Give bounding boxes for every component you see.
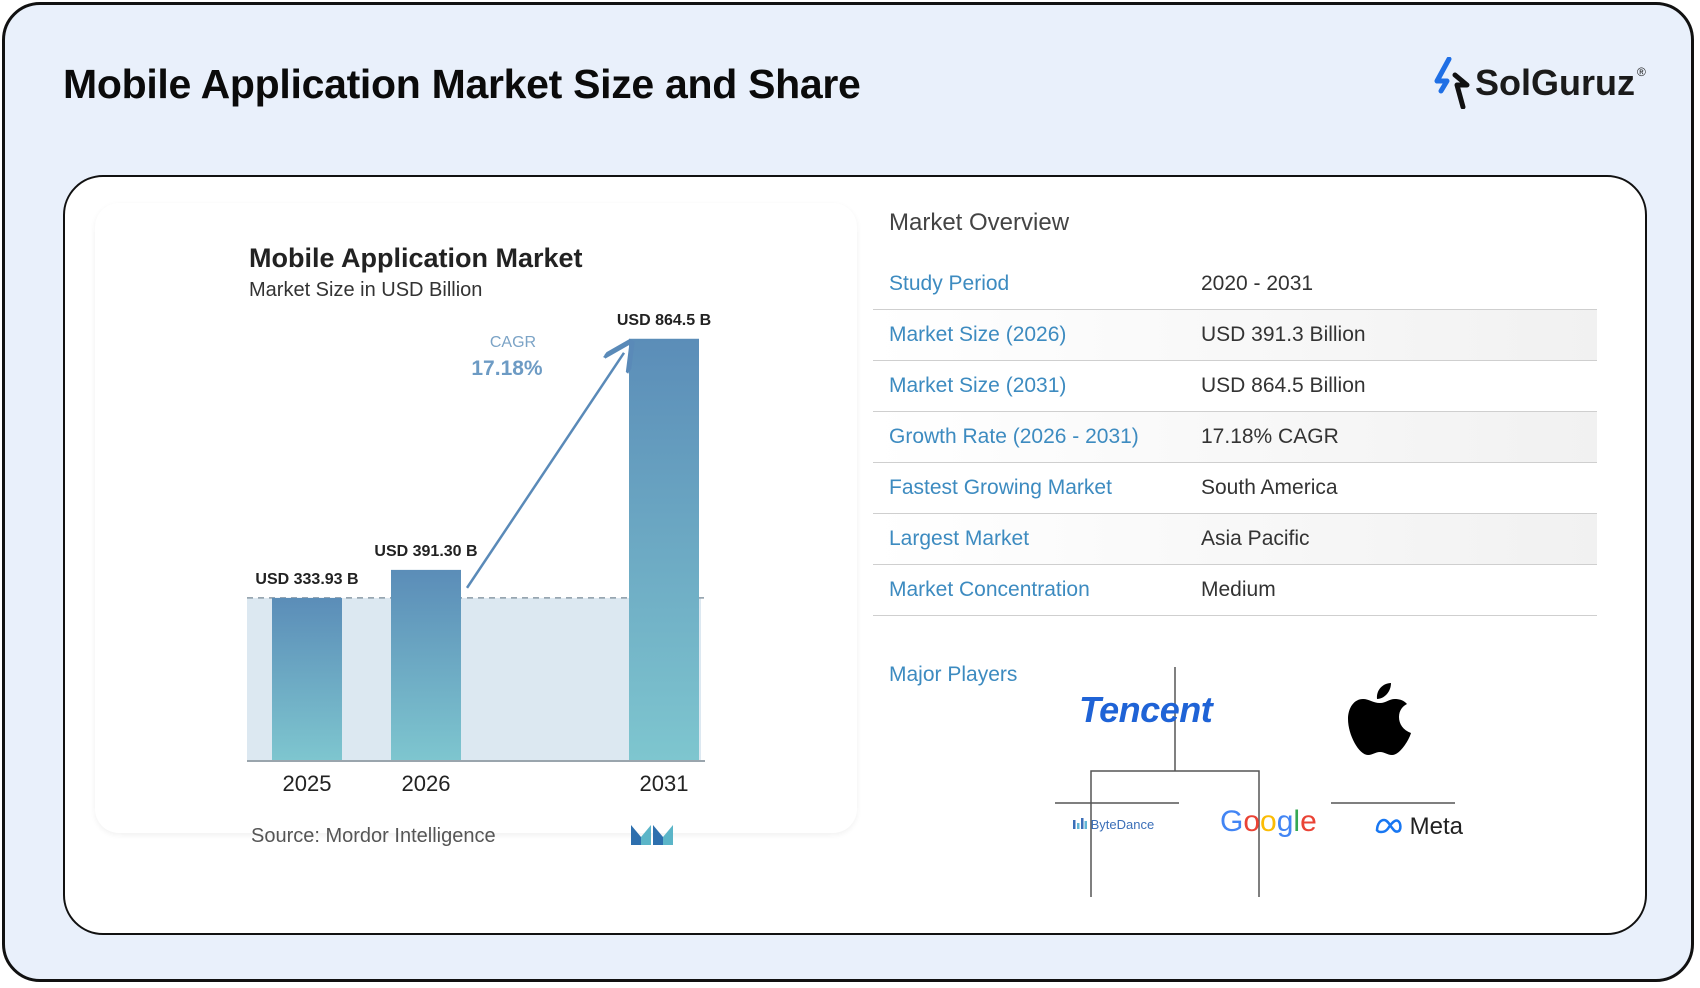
overview-row: Study Period 2020 - 2031 <box>873 259 1597 310</box>
overview-value: Asia Pacific <box>1201 527 1310 550</box>
cagr-label: CAGR <box>490 334 536 351</box>
brand-name: SolGuruz <box>1475 62 1635 103</box>
chart-source: Source: Mordor Intelligence <box>251 825 496 847</box>
bar <box>629 338 699 761</box>
overview-row: Market Size (2026) USD 391.3 Billion <box>873 310 1597 361</box>
bar-value-label: USD 864.5 B <box>617 312 711 329</box>
bytedance-logo: ByteDance <box>1073 817 1154 832</box>
x-tick-label: 2025 <box>283 771 332 796</box>
overview-value: Medium <box>1201 578 1276 601</box>
overview-row: Growth Rate (2026 - 2031) 17.18% CAGR <box>873 412 1597 463</box>
cagr-arrow <box>465 353 624 589</box>
bar-value-label: USD 391.30 B <box>374 543 477 560</box>
overview-row: Market Size (2031) USD 864.5 Billion <box>873 361 1597 412</box>
tencent-logo: Tencent <box>1079 689 1213 730</box>
overview-label: Fastest Growing Market <box>889 476 1112 499</box>
overview-value: 2020 - 2031 <box>1201 272 1314 295</box>
mordor-intelligence-logo-icon <box>631 825 673 845</box>
google-logo: Google <box>1220 805 1317 838</box>
chart-title: Mobile Application Market <box>249 243 583 273</box>
overview-label: Market Size (2031) <box>889 374 1067 397</box>
bytedance-name: ByteDance <box>1090 817 1155 832</box>
page-title: Mobile Application Market Size and Share <box>63 61 861 107</box>
overview-label: Market Size (2026) <box>889 323 1067 346</box>
overview-label: Growth Rate (2026 - 2031) <box>889 425 1139 448</box>
solguruz-mark-icon <box>1434 57 1470 109</box>
market-card: Mobile Application Market Market Size in… <box>63 175 1647 935</box>
overview-label: Study Period <box>889 272 1010 295</box>
meta-logo: Meta <box>1375 813 1463 841</box>
x-tick-label: 2031 <box>640 771 689 796</box>
overview-label: Market Concentration <box>889 578 1090 601</box>
overview-row: Fastest Growing Market South America <box>873 463 1597 514</box>
players-grid-lines <box>1055 667 1455 897</box>
chart-subtitle: Market Size in USD Billion <box>249 279 483 301</box>
brand-logo: SolGuruz ® <box>1433 57 1646 109</box>
overview-title: Market Overview <box>889 209 1070 236</box>
apple-icon <box>1348 683 1411 755</box>
bar-value-label: USD 333.93 B <box>255 571 358 588</box>
bytedance-bars-icon <box>1073 818 1087 829</box>
bar-chart: USD 333.93 B 2025 USD 391.30 B 2026 USD 864.… <box>247 312 711 796</box>
x-tick-label: 2026 <box>402 771 451 796</box>
meta-infinity-icon <box>1375 818 1402 834</box>
overview-value: South America <box>1201 476 1338 499</box>
overview-value: USD 391.3 Billion <box>1201 323 1366 346</box>
bar <box>391 569 461 761</box>
overview-row: Market Concentration Medium <box>873 565 1597 616</box>
meta-name: Meta <box>1409 813 1464 840</box>
major-players-label: Major Players <box>889 663 1018 686</box>
overview-value: 17.18% CAGR <box>1201 425 1339 448</box>
brand-registered-mark: ® <box>1637 65 1646 79</box>
overview-row: Largest Market Asia Pacific <box>873 514 1597 565</box>
cagr-value: 17.18% <box>471 357 543 380</box>
overview-table: Study Period 2020 - 2031 Market Size (20… <box>873 259 1597 616</box>
overview-label: Largest Market <box>889 527 1030 550</box>
overview-value: USD 864.5 Billion <box>1201 374 1366 397</box>
bar <box>272 597 342 761</box>
chart-panel: Mobile Application Market Market Size in… <box>95 203 857 847</box>
